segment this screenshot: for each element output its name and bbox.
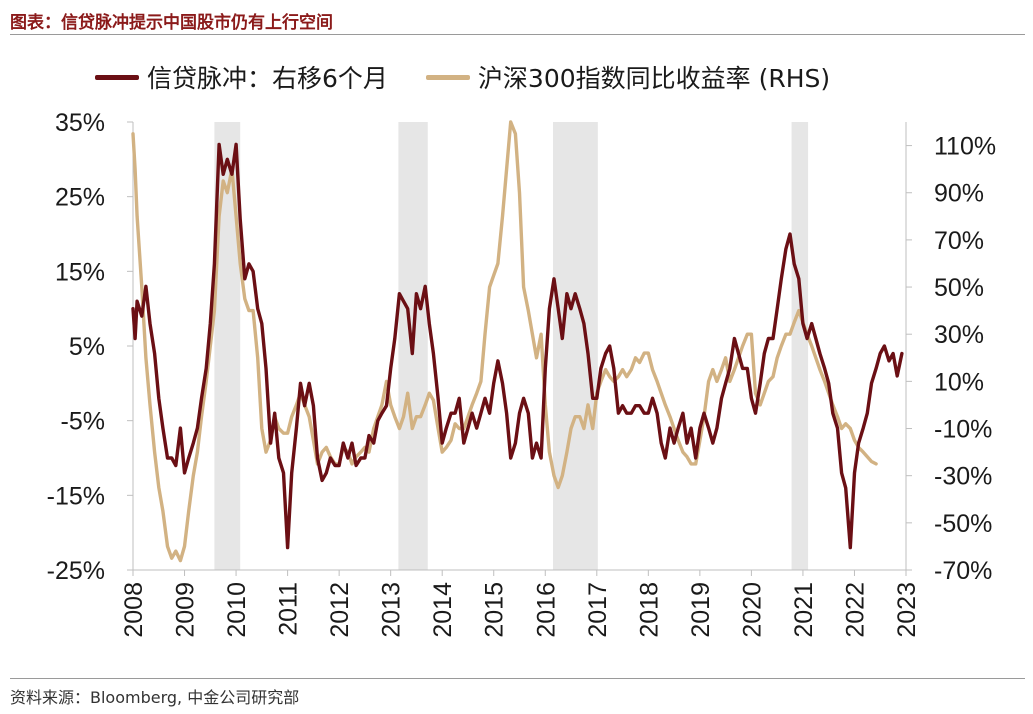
x-tick-label: 2009 [172, 582, 200, 638]
legend-item-csi300: 沪深300指数同比收益率 (RHS) [425, 59, 831, 95]
left-tick-label: 15% [55, 258, 105, 286]
bottom-divider [10, 678, 1025, 679]
left-tick-label: -15% [47, 482, 105, 510]
x-tick-label: 2012 [326, 582, 354, 638]
legend-swatch-credit-impulse [95, 74, 139, 80]
right-tick-label: -70% [934, 557, 992, 585]
shaded-period-3 [791, 122, 809, 570]
right-tick-label: 110% [934, 133, 996, 161]
series-line-credit-impulse [131, 142, 904, 550]
legend-item-credit-impulse: 信贷脉冲：右移6个月 [95, 59, 388, 95]
right-tick-label: 30% [934, 321, 984, 349]
x-tick-label: 2023 [893, 582, 921, 638]
legend-label-credit-impulse: 信贷脉冲：右移6个月 [147, 64, 388, 93]
right-tick-label: -10% [934, 416, 992, 444]
left-tick-label: 35% [55, 109, 105, 137]
shaded-period-2 [552, 122, 598, 570]
legend-swatch-csi300 [425, 74, 470, 80]
right-tick-label: 10% [934, 368, 984, 396]
x-tick-label: 2022 [841, 582, 869, 638]
x-tick-label: 2020 [738, 582, 766, 638]
right-tick-label: -50% [934, 510, 992, 538]
legend-label-csi300: 沪深300指数同比收益率 (RHS) [477, 64, 831, 93]
right-tick-label: 70% [934, 227, 984, 255]
x-tick-label: 2014 [429, 582, 457, 638]
x-tick-label: 2011 [275, 582, 303, 636]
right-tick-label: 90% [934, 180, 984, 208]
x-tick-label: 2013 [378, 582, 406, 638]
x-tick-label: 2018 [635, 582, 663, 638]
source-note: 资料来源：Bloomberg, 中金公司研究部 [10, 688, 300, 707]
x-tick-label: 2017 [584, 582, 612, 638]
x-tick-label: 2019 [687, 582, 715, 638]
x-tick-label: 2008 [120, 582, 148, 638]
x-tick-label: 2015 [481, 582, 509, 638]
right-tick-label: -30% [934, 463, 992, 491]
x-tick-label: 2021 [790, 582, 818, 638]
left-tick-label: -25% [47, 557, 105, 585]
series-line-csi300 [131, 120, 878, 563]
x-tick-label: 2016 [532, 582, 560, 638]
figure-title: 图表：信贷脉冲提示中国股市仍有上行空间 [10, 13, 333, 33]
x-tick-label: 2010 [223, 582, 251, 638]
left-tick-label: -5% [61, 408, 105, 436]
left-tick-label: 5% [69, 333, 105, 361]
right-tick-label: 50% [934, 274, 984, 302]
left-tick-label: 25% [55, 184, 105, 212]
top-divider [10, 34, 1025, 35]
chart-legend: 信贷脉冲：右移6个月 沪深300指数同比收益率 (RHS) [95, 58, 868, 96]
